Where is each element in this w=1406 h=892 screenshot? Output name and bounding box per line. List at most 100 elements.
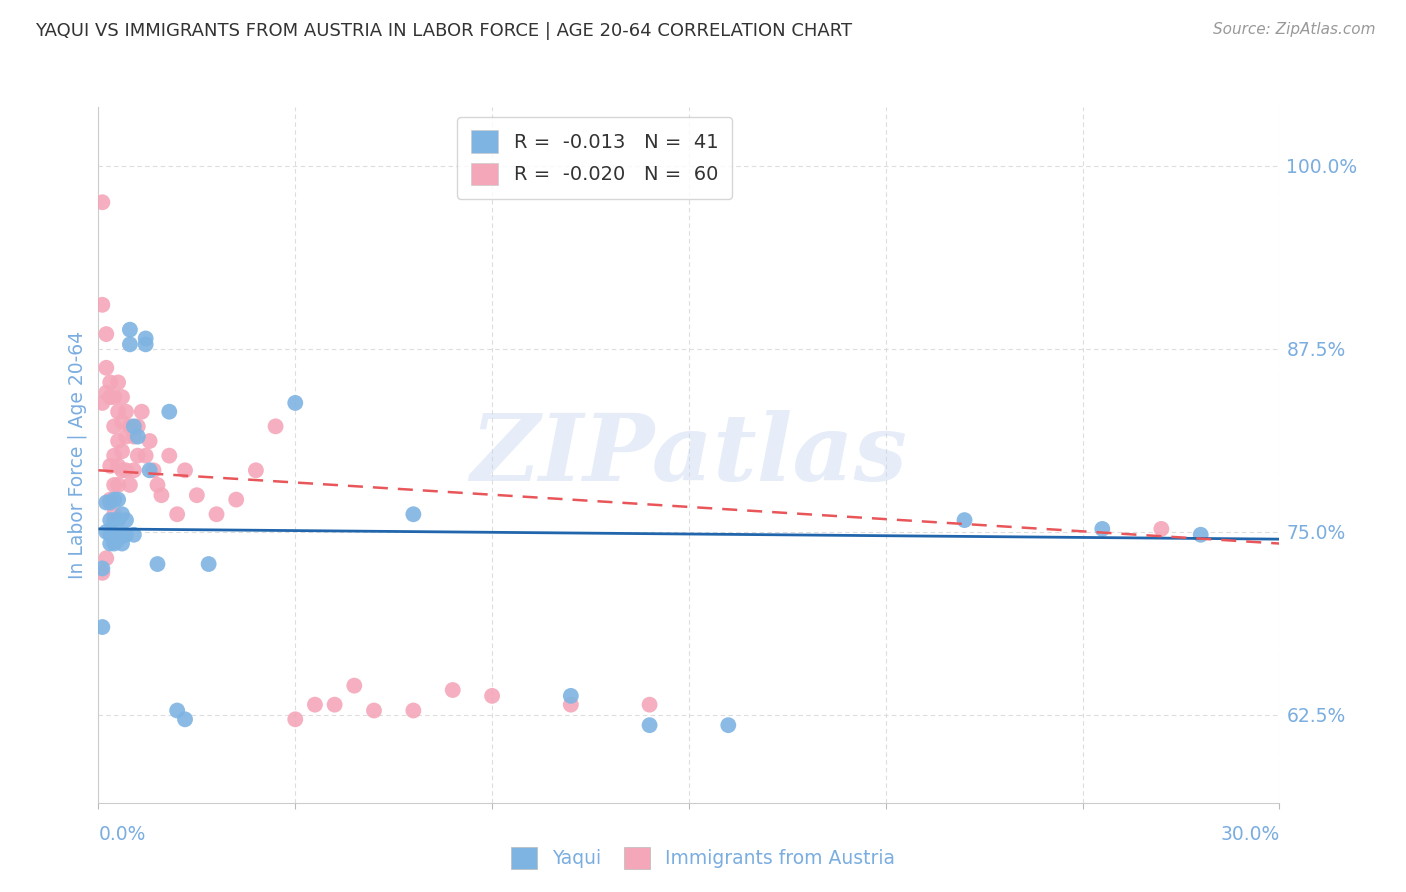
Point: [103, 390, 125, 404]
Point: [107, 405, 129, 419]
Point: [111, 463, 134, 477]
Y-axis label: In Labor Force | Age 20-64: In Labor Force | Age 20-64: [67, 331, 87, 579]
Point: [122, 527, 145, 541]
Point: [131, 405, 153, 419]
Point: [91, 195, 114, 210]
Point: [91, 396, 114, 410]
Point: [953, 513, 976, 527]
Point: [363, 704, 385, 718]
Point: [96, 385, 118, 400]
Point: [115, 429, 138, 443]
Point: [560, 689, 582, 703]
Point: [284, 396, 307, 410]
Point: [186, 488, 208, 502]
Legend: Yaqui, Immigrants from Austria: Yaqui, Immigrants from Austria: [502, 838, 904, 878]
Point: [323, 698, 346, 712]
Point: [142, 463, 165, 477]
Point: [304, 698, 326, 712]
Point: [122, 419, 145, 434]
Point: [166, 508, 188, 522]
Point: [138, 434, 160, 448]
Point: [118, 337, 141, 351]
Point: [96, 327, 118, 342]
Point: [96, 495, 118, 509]
Point: [111, 390, 134, 404]
Point: [166, 704, 188, 718]
Point: [98, 390, 121, 404]
Point: [122, 463, 145, 477]
Point: [1091, 522, 1114, 536]
Point: [115, 463, 138, 477]
Point: [127, 429, 149, 443]
Point: [91, 566, 114, 580]
Text: YAQUI VS IMMIGRANTS FROM AUSTRIA IN LABOR FORCE | AGE 20-64 CORRELATION CHART: YAQUI VS IMMIGRANTS FROM AUSTRIA IN LABO…: [35, 22, 852, 40]
Point: [91, 561, 114, 575]
Point: [127, 449, 149, 463]
Point: [96, 551, 118, 566]
Point: [98, 376, 121, 390]
Text: 30.0%: 30.0%: [1220, 825, 1279, 844]
Point: [115, 513, 138, 527]
Point: [115, 405, 138, 419]
Point: [96, 360, 118, 375]
Point: [111, 527, 134, 541]
Point: [135, 331, 157, 345]
Point: [264, 419, 287, 434]
Point: [402, 508, 425, 522]
Point: [481, 689, 503, 703]
Text: ZIPatlas: ZIPatlas: [471, 410, 907, 500]
Point: [115, 527, 138, 541]
Point: [225, 492, 247, 507]
Point: [107, 458, 129, 473]
Point: [150, 488, 173, 502]
Legend: R =  -0.013   N =  41, R =  -0.020   N =  60: R = -0.013 N = 41, R = -0.020 N = 60: [457, 117, 731, 199]
Point: [402, 704, 425, 718]
Point: [107, 376, 129, 390]
Point: [103, 419, 125, 434]
Point: [103, 492, 125, 507]
Point: [197, 557, 219, 571]
Point: [157, 405, 180, 419]
Point: [91, 620, 114, 634]
Point: [135, 337, 157, 351]
Point: [107, 434, 129, 448]
Point: [441, 683, 464, 698]
Point: [96, 524, 118, 539]
Point: [1189, 527, 1212, 541]
Point: [111, 508, 134, 522]
Point: [135, 449, 157, 463]
Point: [107, 478, 129, 492]
Point: [146, 478, 169, 492]
Point: [284, 712, 307, 726]
Point: [343, 679, 366, 693]
Point: [560, 698, 582, 712]
Point: [98, 458, 121, 473]
Point: [107, 532, 129, 546]
Point: [98, 495, 121, 509]
Point: [1150, 522, 1173, 536]
Point: [111, 415, 134, 429]
Point: [91, 298, 114, 312]
Point: [103, 478, 125, 492]
Point: [98, 492, 121, 507]
Point: [98, 536, 121, 550]
Point: [174, 712, 197, 726]
Point: [103, 449, 125, 463]
Point: [717, 718, 740, 732]
Point: [245, 463, 267, 477]
Point: [127, 419, 149, 434]
Point: [103, 508, 125, 522]
Point: [638, 698, 661, 712]
Text: Source: ZipAtlas.com: Source: ZipAtlas.com: [1212, 22, 1375, 37]
Point: [118, 478, 141, 492]
Point: [205, 508, 228, 522]
Point: [157, 449, 180, 463]
Point: [111, 536, 134, 550]
Point: [146, 557, 169, 571]
Point: [98, 513, 121, 527]
Point: [103, 513, 125, 527]
Point: [118, 419, 141, 434]
Point: [107, 492, 129, 507]
Point: [98, 527, 121, 541]
Text: 0.0%: 0.0%: [98, 825, 146, 844]
